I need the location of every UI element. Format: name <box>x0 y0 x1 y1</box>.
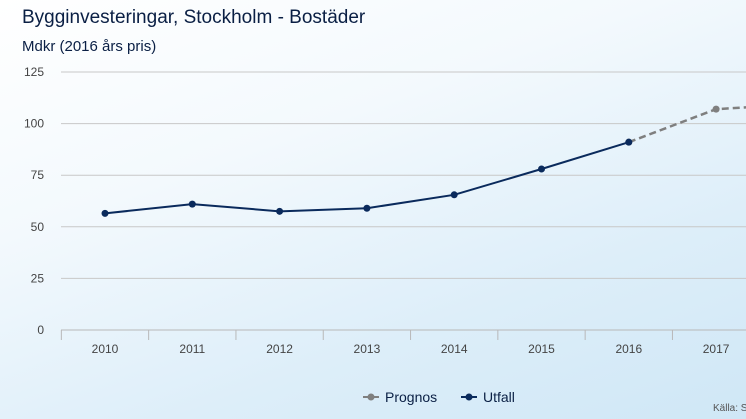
x-tick-label: 2011 <box>179 342 205 356</box>
data-point-utfall <box>188 200 196 208</box>
legend-label: Utfall <box>483 389 515 405</box>
chart-title: Bygginvesteringar, Stockholm - Bostäder <box>22 7 366 28</box>
y-tick-label: 25 <box>31 271 45 285</box>
x-tick-label: 2010 <box>92 342 119 356</box>
legend-item-utfall: Utfall <box>461 389 515 405</box>
legend-marker <box>367 393 375 401</box>
data-point-utfall <box>276 207 284 215</box>
y-tick-label: 75 <box>31 168 45 182</box>
data-point-utfall <box>450 191 458 199</box>
series-points <box>101 105 720 217</box>
series-line-prognos <box>628 106 746 144</box>
gridlines <box>61 71 746 331</box>
data-point-utfall <box>101 209 109 217</box>
data-point-utfall <box>363 204 371 212</box>
data-point-prognos <box>712 105 720 113</box>
legend: Prognos Utfall <box>363 389 515 405</box>
chart-subtitle: Mdkr (2016 års pris) <box>22 38 157 55</box>
y-axis: 0 25 50 75 100 125 <box>24 65 44 337</box>
x-tick-label: 2017 <box>703 342 730 356</box>
y-tick-label: 50 <box>31 220 45 234</box>
x-tick-label: 2016 <box>615 342 642 356</box>
y-tick-label: 125 <box>24 65 44 79</box>
series-lines <box>104 106 746 215</box>
x-tick-label: 2013 <box>354 342 381 356</box>
series-line-utfall <box>104 141 630 215</box>
legend-label: Prognos <box>385 389 437 405</box>
legend-item-prognos: Prognos <box>363 389 437 405</box>
x-axis: 2010 2011 2012 2013 2014 2015 2016 2017 <box>60 330 730 356</box>
y-tick-label: 100 <box>24 117 44 131</box>
source-note: Källa: S <box>713 403 746 414</box>
x-tick-label: 2012 <box>266 342 293 356</box>
data-point-utfall <box>538 165 545 173</box>
data-point-utfall <box>625 138 633 146</box>
legend-marker <box>465 393 473 401</box>
x-tick-label: 2015 <box>528 342 555 356</box>
x-tick-label: 2014 <box>441 342 468 356</box>
y-tick-label: 0 <box>37 323 44 337</box>
